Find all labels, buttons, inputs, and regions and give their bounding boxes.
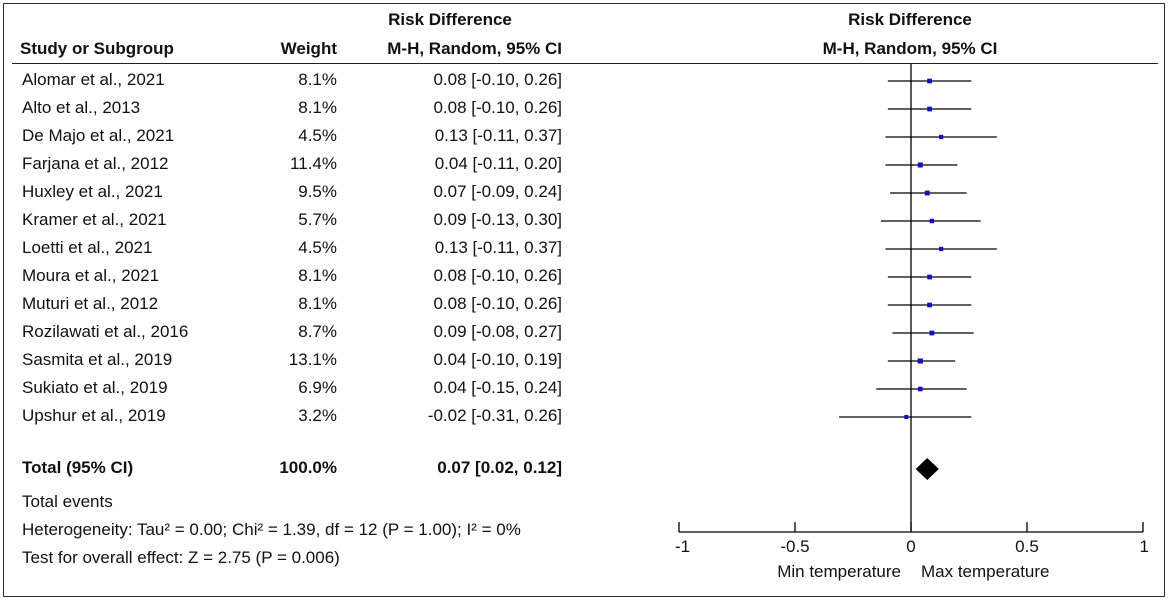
study-name: Sukiato et al., 2019: [22, 378, 168, 397]
study-marker: [927, 106, 932, 112]
study-ci: 0.08 [-0.10, 0.26]: [433, 70, 562, 89]
study-name: Alto et al., 2013: [22, 98, 141, 117]
study-ci: 0.07 [-0.09, 0.24]: [433, 182, 562, 201]
study-name: Muturi et al., 2012: [22, 294, 159, 313]
study-name: Loetti et al., 2021: [22, 238, 153, 257]
study-ci: 0.13 [-0.11, 0.37]: [434, 238, 562, 257]
study-ci: 0.13 [-0.11, 0.37]: [434, 126, 562, 145]
study-weight: 11.4%: [290, 154, 337, 173]
total-weight: 100.0%: [279, 458, 337, 477]
study-ci: 0.04 [-0.11, 0.20]: [434, 154, 562, 173]
study-marker: [929, 218, 935, 224]
x-tick-label: 0.5: [1015, 537, 1039, 556]
heterogeneity-stats: Heterogeneity: Tau² = 0.00; Chi² = 1.39,…: [22, 520, 521, 539]
study-marker: [939, 246, 944, 252]
col-header-weight: Weight: [280, 39, 337, 58]
study-weight: 13.1%: [288, 350, 337, 369]
study-marker: [917, 386, 923, 392]
group-title-left: Risk Difference: [388, 10, 512, 29]
study-name: De Majo et al., 2021: [22, 126, 175, 145]
study-weight: 8.1%: [298, 294, 337, 313]
study-marker: [917, 358, 923, 364]
study-name: Farjana et al., 2012: [22, 154, 169, 173]
figure-frame: [3, 3, 1165, 597]
x-tick-label: 1: [1140, 537, 1149, 556]
study-weight: 4.5%: [298, 126, 337, 145]
axis-right-label: Max temperature: [921, 562, 1050, 581]
study-name: Sasmita et al., 2019: [22, 350, 173, 369]
study-ci: 0.08 [-0.10, 0.26]: [433, 294, 562, 313]
study-ci: -0.02 [-0.31, 0.26]: [427, 406, 562, 425]
study-marker: [927, 302, 932, 308]
x-tick-label: -0.5: [780, 537, 809, 556]
study-ci: 0.08 [-0.10, 0.26]: [433, 266, 562, 285]
x-tick-label: 0: [906, 537, 915, 556]
total-events-label: Total events: [22, 492, 113, 511]
study-weight: 8.1%: [298, 70, 337, 89]
col-header-method-right: M-H, Random, 95% CI: [822, 39, 998, 58]
study-marker: [927, 78, 932, 84]
axis-left-label: Min temperature: [777, 562, 901, 581]
study-marker: [917, 162, 923, 168]
pooled-diamond: [915, 458, 939, 480]
study-name: Upshur et al., 2019: [22, 406, 166, 425]
overall-effect-test: Test for overall effect: Z = 2.75 (P = 0…: [22, 548, 340, 567]
study-marker: [927, 274, 932, 280]
total-ci: 0.07 [0.02, 0.12]: [437, 458, 562, 477]
study-marker: [939, 134, 944, 140]
header-divider: [12, 63, 1158, 64]
col-header-method-left: M-H, Random, 95% CI: [387, 39, 562, 58]
study-name: Kramer et al., 2021: [22, 210, 167, 229]
study-name: Alomar et al., 2021: [22, 70, 165, 89]
x-tick-label: -1: [675, 537, 690, 556]
study-ci: 0.04 [-0.10, 0.19]: [433, 350, 562, 369]
study-ci: 0.04 [-0.15, 0.24]: [433, 378, 562, 397]
study-marker: [929, 330, 935, 336]
study-name: Rozilawati et al., 2016: [22, 322, 189, 341]
col-header-study: Study or Subgroup: [20, 39, 174, 58]
study-weight: 4.5%: [298, 238, 337, 257]
study-name: Huxley et al., 2021: [22, 182, 163, 201]
study-ci: 0.08 [-0.10, 0.26]: [433, 98, 562, 117]
study-weight: 9.5%: [298, 182, 337, 201]
total-label: Total (95% CI): [22, 458, 134, 477]
study-weight: 3.2%: [298, 406, 337, 425]
study-weight: 8.1%: [298, 266, 337, 285]
group-title-right: Risk Difference: [848, 10, 972, 29]
study-weight: 5.7%: [298, 210, 337, 229]
study-name: Moura et al., 2021: [22, 266, 160, 285]
study-weight: 6.9%: [298, 378, 337, 397]
study-ci: 0.09 [-0.08, 0.27]: [433, 322, 562, 341]
study-ci: 0.09 [-0.13, 0.30]: [433, 210, 562, 229]
study-marker: [904, 414, 909, 420]
study-weight: 8.7%: [298, 322, 337, 341]
study-weight: 8.1%: [298, 98, 337, 117]
study-marker: [924, 190, 930, 196]
